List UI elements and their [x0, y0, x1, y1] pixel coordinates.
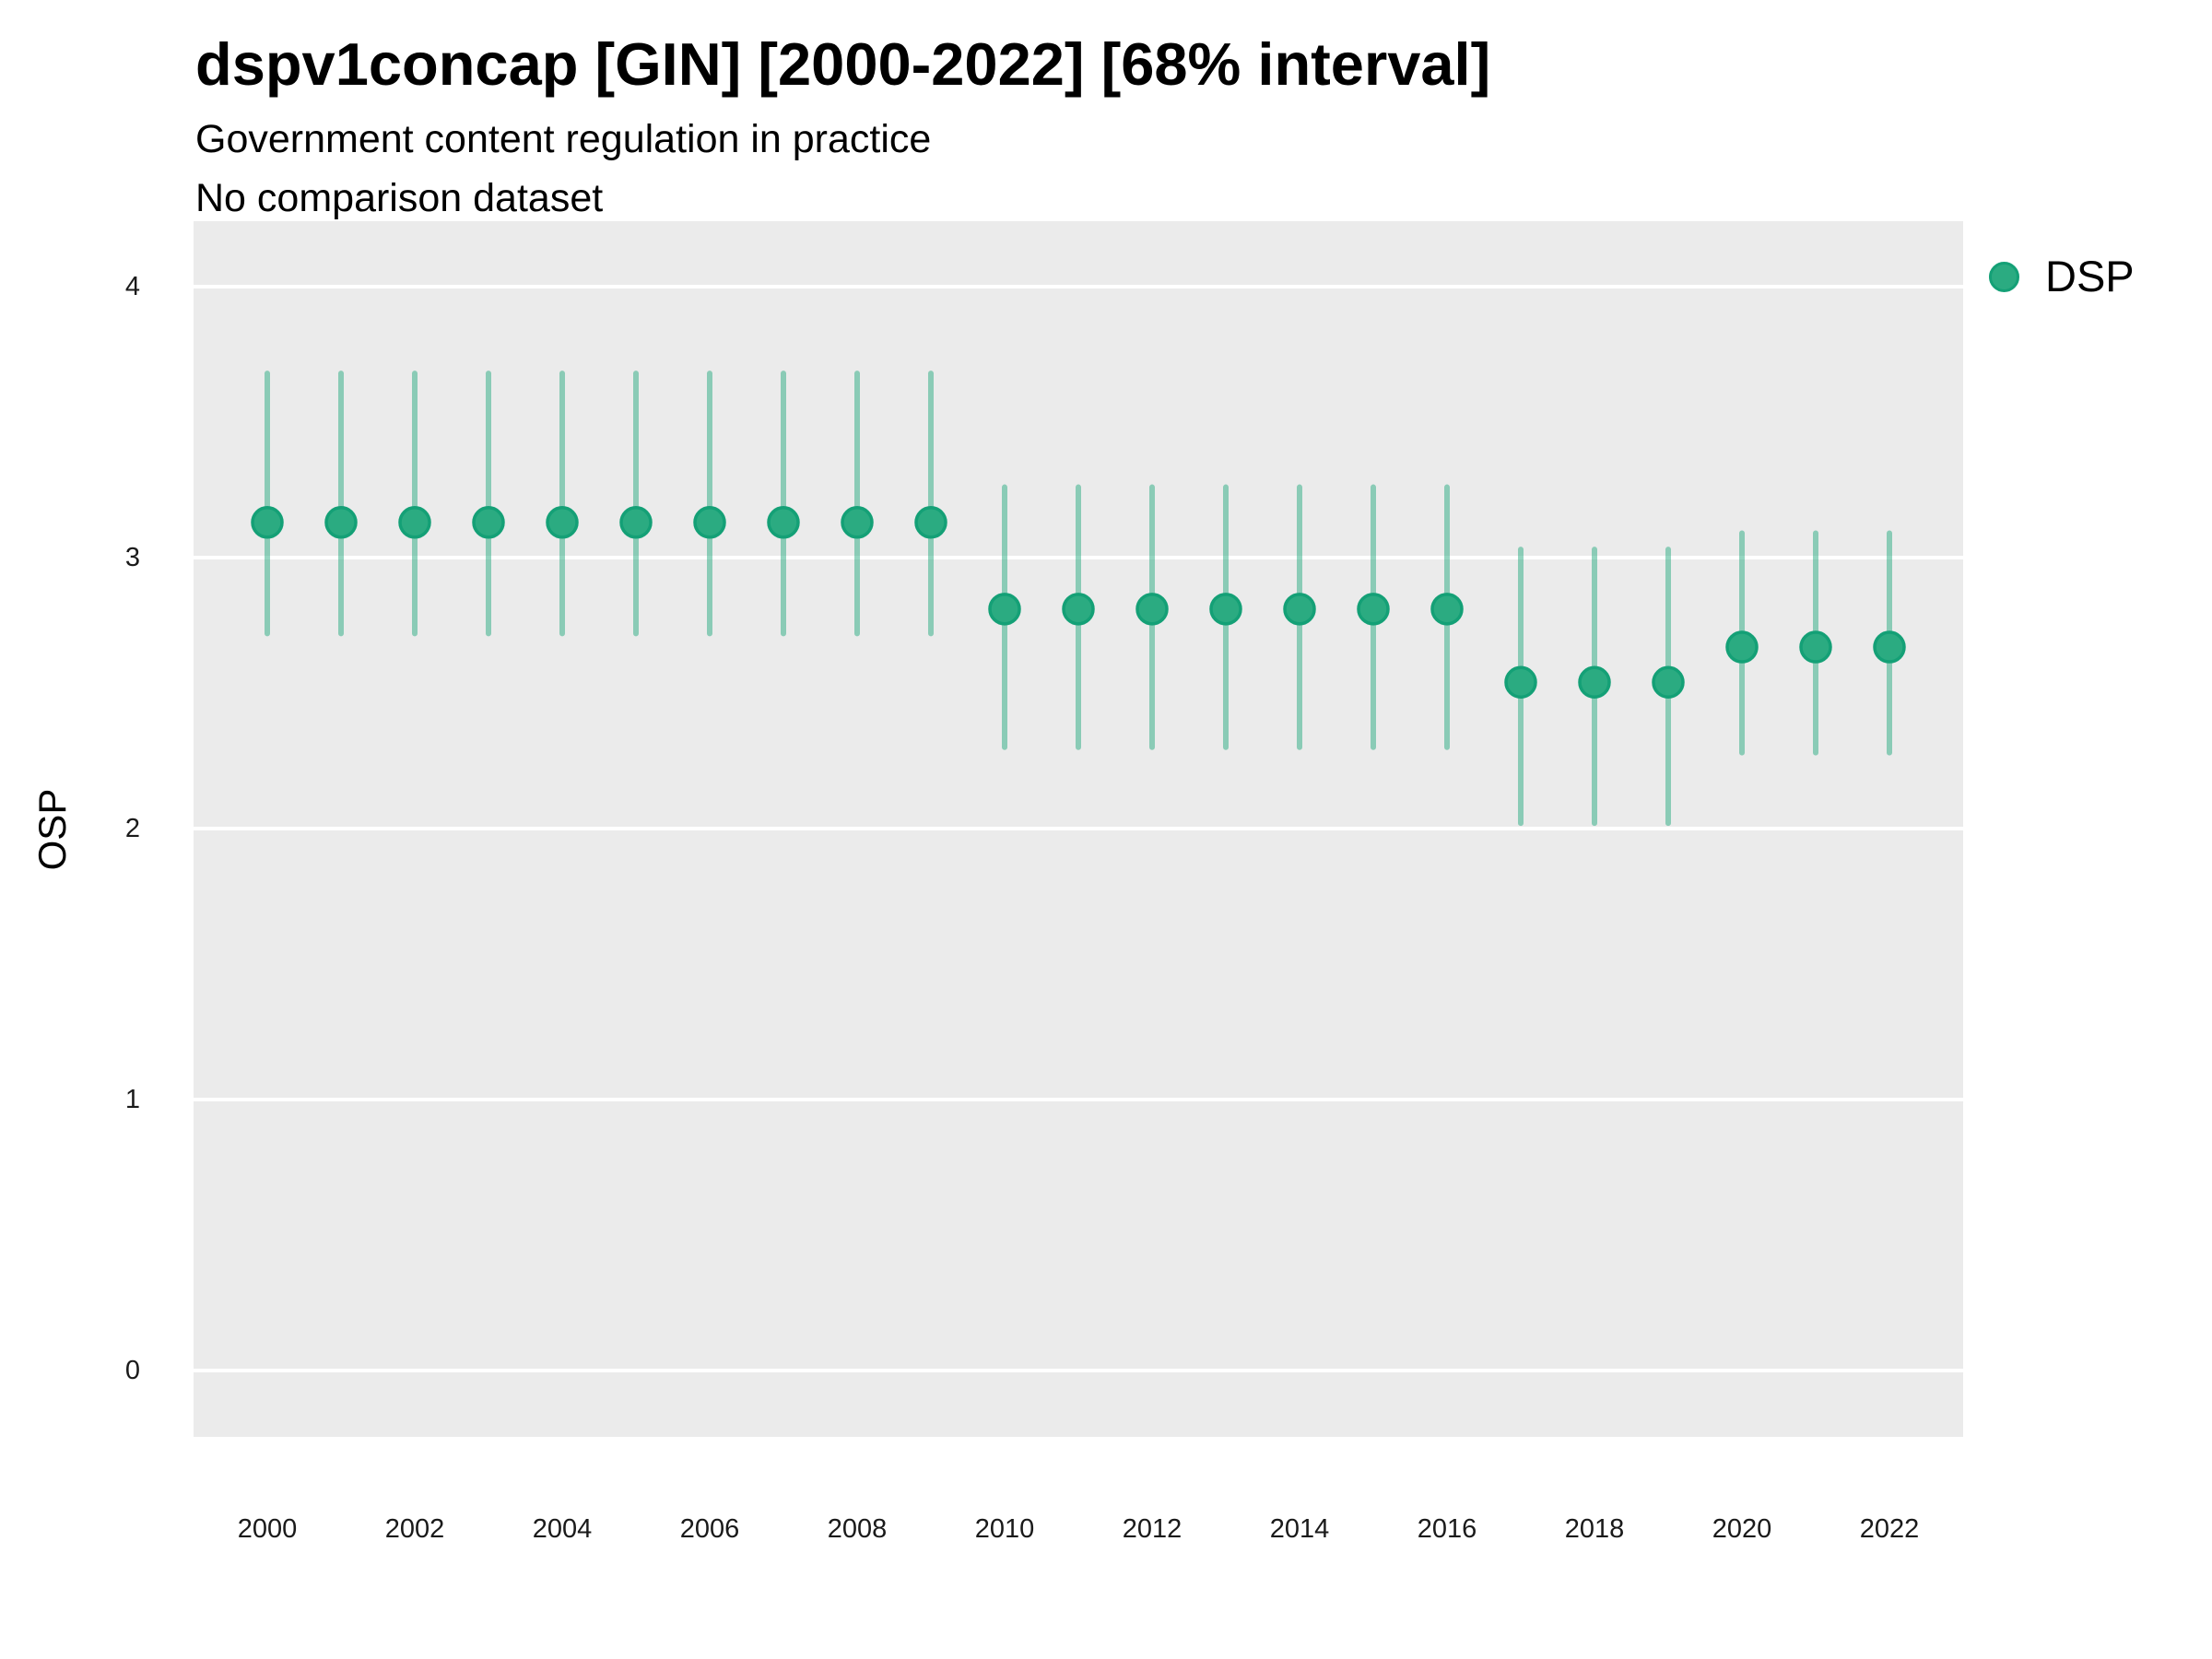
x-tick-label-2008: 2008 — [827, 1514, 888, 1544]
x-tick-label-2000: 2000 — [237, 1514, 298, 1544]
data-point-2022 — [1873, 630, 1906, 664]
y-tick-label-0: 0 — [124, 1356, 140, 1385]
data-point-2014 — [1283, 593, 1316, 626]
data-point-2004 — [546, 506, 579, 539]
data-point-2006 — [693, 506, 726, 539]
data-point-2000 — [251, 506, 284, 539]
gridline-y-4 — [194, 285, 1963, 288]
y-tick-label-3: 3 — [124, 543, 140, 572]
data-point-2015 — [1357, 593, 1390, 626]
x-tick-label-2002: 2002 — [384, 1514, 445, 1544]
data-point-2007 — [767, 506, 800, 539]
data-point-2020 — [1725, 630, 1759, 664]
x-tick-label-2022: 2022 — [1859, 1514, 1920, 1544]
data-point-2001 — [324, 506, 358, 539]
x-tick-label-2006: 2006 — [679, 1514, 740, 1544]
data-point-2002 — [398, 506, 431, 539]
chart-title: dspv1concap [GIN] [2000-2022] [68% inter… — [195, 30, 1491, 98]
gridline-y-2 — [194, 827, 1963, 830]
x-tick-label-2004: 2004 — [532, 1514, 593, 1544]
x-tick-label-2010: 2010 — [974, 1514, 1035, 1544]
data-point-2003 — [472, 506, 505, 539]
x-tick-label-2018: 2018 — [1564, 1514, 1625, 1544]
data-point-2018 — [1578, 665, 1611, 699]
data-point-2005 — [619, 506, 653, 539]
x-tick-label-2014: 2014 — [1269, 1514, 1330, 1544]
y-tick-label-2: 2 — [124, 814, 140, 843]
data-point-2017 — [1504, 665, 1537, 699]
legend-label: DSP — [2045, 252, 2135, 300]
data-point-2021 — [1799, 630, 1832, 664]
data-point-2019 — [1652, 665, 1685, 699]
data-point-2013 — [1209, 593, 1242, 626]
x-tick-label-2012: 2012 — [1122, 1514, 1182, 1544]
y-tick-label-1: 1 — [124, 1085, 140, 1114]
data-point-2008 — [841, 506, 874, 539]
data-point-2011 — [1062, 593, 1095, 626]
data-point-2010 — [988, 593, 1021, 626]
chart-subtitle: Government content regulation in practic… — [195, 117, 932, 161]
legend: DSP — [1989, 251, 2135, 302]
gridline-y-0 — [194, 1369, 1963, 1372]
chart-note: No comparison dataset — [195, 176, 604, 220]
data-point-2009 — [914, 506, 947, 539]
gridline-y-1 — [194, 1098, 1963, 1101]
legend-dot-icon — [1989, 261, 2019, 292]
data-point-2016 — [1430, 593, 1464, 626]
x-tick-label-2016: 2016 — [1417, 1514, 1477, 1544]
y-tick-label-4: 4 — [124, 272, 140, 301]
data-point-2012 — [1135, 593, 1169, 626]
x-tick-label-2020: 2020 — [1712, 1514, 1772, 1544]
